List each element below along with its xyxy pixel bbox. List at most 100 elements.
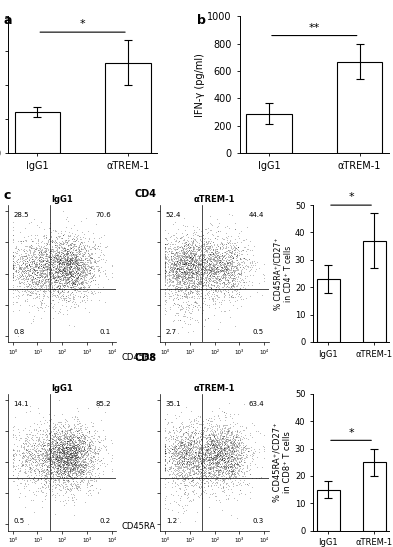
Point: [68, 244, 75, 253]
Point: [188, 470, 195, 479]
Point: [68, 452, 74, 461]
Point: [221, 446, 228, 455]
Point: [73, 268, 79, 277]
Point: [167, 467, 174, 475]
Point: [234, 468, 241, 477]
Point: [180, 260, 186, 269]
Point: [226, 444, 232, 452]
Point: [197, 413, 204, 422]
Point: [26, 465, 33, 474]
Point: [64, 267, 70, 276]
Point: [170, 265, 176, 274]
Point: [66, 461, 72, 469]
Point: [57, 448, 64, 457]
Point: [170, 273, 176, 282]
Point: [64, 468, 70, 477]
Point: [228, 456, 235, 465]
Point: [241, 235, 247, 244]
Point: [40, 468, 47, 476]
Point: [196, 468, 202, 476]
Point: [72, 280, 78, 289]
Point: [181, 277, 187, 286]
Point: [217, 255, 223, 264]
Point: [42, 466, 49, 475]
Point: [179, 444, 185, 453]
Point: [56, 445, 62, 453]
Point: [211, 426, 217, 435]
Point: [167, 275, 173, 283]
Point: [19, 461, 25, 469]
Point: [200, 264, 206, 273]
Point: [231, 263, 237, 271]
Point: [193, 414, 200, 422]
Point: [46, 267, 53, 276]
Point: [42, 272, 48, 281]
Point: [13, 266, 20, 275]
Point: [71, 444, 77, 453]
Point: [200, 455, 206, 463]
Point: [189, 266, 195, 275]
Point: [21, 444, 27, 453]
Point: [193, 456, 199, 464]
Point: [76, 437, 82, 445]
Point: [37, 429, 44, 438]
Point: [37, 258, 43, 267]
Point: [76, 444, 83, 453]
Point: [50, 248, 56, 257]
Point: [198, 451, 204, 459]
Point: [59, 426, 65, 435]
Point: [43, 472, 49, 480]
Point: [185, 263, 191, 272]
Point: [37, 299, 44, 307]
Point: [84, 451, 90, 460]
Point: [57, 465, 64, 474]
Point: [209, 455, 215, 464]
Point: [36, 435, 42, 444]
Point: [176, 427, 182, 436]
Point: [178, 265, 185, 274]
Point: [204, 244, 211, 253]
Point: [70, 459, 76, 468]
Point: [75, 434, 81, 443]
Point: [190, 494, 196, 503]
Point: [56, 461, 62, 470]
Point: [201, 242, 208, 251]
Point: [181, 268, 187, 277]
Point: [207, 447, 213, 456]
Point: [79, 430, 85, 439]
Point: [235, 453, 241, 462]
Point: [55, 444, 61, 452]
Point: [64, 246, 70, 255]
Point: [22, 491, 28, 500]
Point: [176, 263, 183, 271]
Point: [31, 441, 37, 450]
Point: [190, 284, 196, 293]
Point: [64, 255, 70, 264]
Point: [217, 466, 223, 475]
Point: [25, 454, 31, 463]
Point: [212, 459, 219, 468]
Point: [10, 450, 16, 459]
Point: [57, 255, 63, 264]
Point: [228, 262, 234, 271]
Point: [63, 430, 70, 439]
Point: [72, 253, 78, 262]
Point: [204, 441, 211, 450]
Point: [202, 269, 209, 277]
Point: [178, 478, 184, 487]
Point: [209, 258, 216, 267]
Point: [216, 436, 222, 445]
Point: [224, 453, 230, 462]
Point: [57, 275, 63, 283]
Point: [86, 268, 93, 277]
Point: [162, 465, 169, 474]
Point: [18, 269, 25, 278]
Point: [189, 271, 195, 280]
Point: [53, 465, 60, 474]
Point: [60, 238, 66, 247]
Point: [79, 259, 86, 268]
Point: [255, 263, 262, 272]
Point: [48, 272, 55, 281]
Point: [215, 241, 221, 250]
Point: [49, 278, 55, 287]
